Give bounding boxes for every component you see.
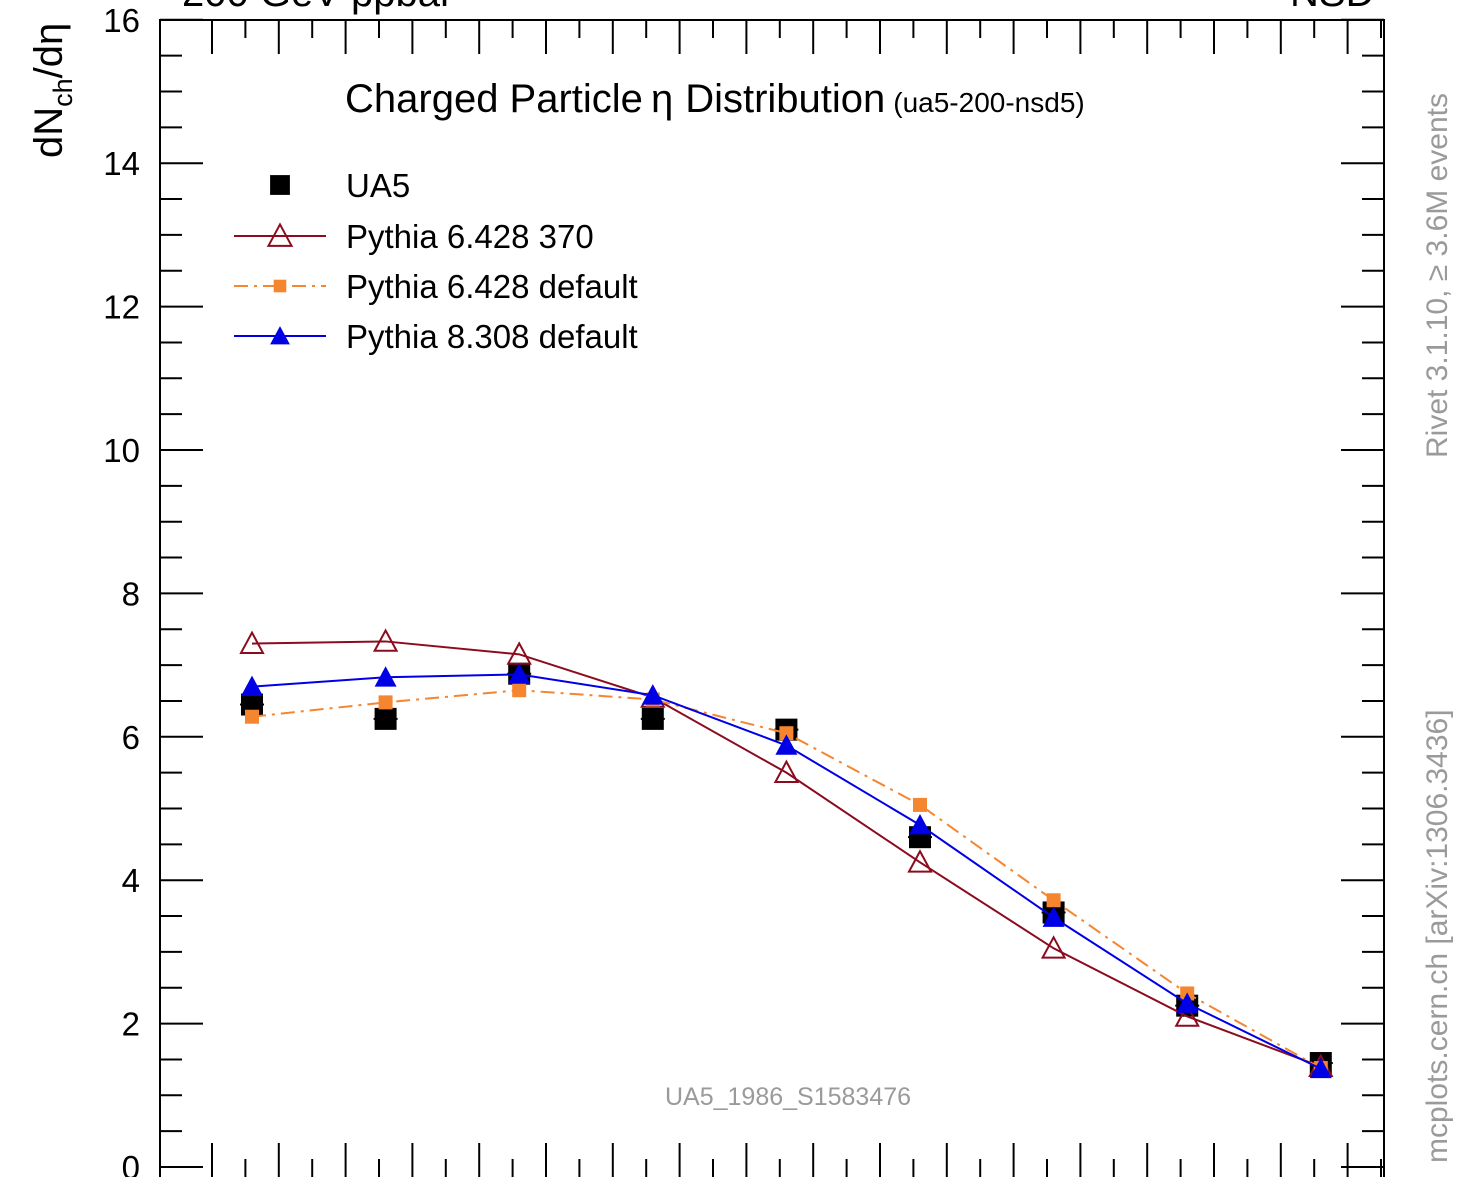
y-tick-labels: 0 2 4 6 8 10 12 14 16 xyxy=(103,2,140,1177)
marker-square-small xyxy=(378,695,393,710)
axis-ticks xyxy=(160,18,1384,1177)
analysis-watermark: UA5_1986_S1583476 xyxy=(665,1083,911,1111)
y-tick-label: 2 xyxy=(122,1006,140,1043)
marker-triangle xyxy=(270,326,290,345)
legend-item-0: UA5 xyxy=(270,167,410,204)
y-tick-label: 16 xyxy=(103,2,140,39)
marker-triangle-open xyxy=(1040,935,1067,959)
legend-label: Pythia 6.428 default xyxy=(346,268,638,305)
series-line xyxy=(251,689,1322,1069)
y-tick-label: 4 xyxy=(122,862,140,899)
top-left-label: 200 GeV ppbar xyxy=(182,0,453,15)
marker-square xyxy=(641,707,664,730)
marker-triangle xyxy=(1176,992,1199,1013)
legend-label: Pythia 8.308 default xyxy=(346,318,638,355)
marker-triangle xyxy=(508,663,531,684)
y-axis-label: dNch/dη xyxy=(27,23,78,158)
marker-square-small xyxy=(1046,893,1061,908)
series-group xyxy=(239,628,1334,1079)
svg-text:dNch/dη: dNch/dη xyxy=(27,23,78,158)
marker-triangle-open xyxy=(907,849,933,873)
y-tick-label: 10 xyxy=(103,432,140,469)
marker-triangle-open xyxy=(372,628,399,652)
y-tick-label: 6 xyxy=(122,719,140,756)
marker-square xyxy=(270,175,290,195)
plot-frame xyxy=(159,19,1385,1177)
marker-square xyxy=(374,707,397,730)
marker-triangle xyxy=(241,675,263,696)
marker-square-small xyxy=(273,279,287,293)
marker-square-small xyxy=(779,726,794,741)
marker-triangle xyxy=(1309,1057,1332,1079)
marker-square-small xyxy=(913,797,927,812)
marker-triangle xyxy=(775,734,798,755)
marker-triangle xyxy=(909,813,931,835)
series-0 xyxy=(240,662,1333,1075)
chart-title: Charged Particle η Distribution (ua5-200-ns… xyxy=(345,77,1085,121)
mcplots-credit-text: mcplots.cern.ch [arXiv:1306.3436] xyxy=(1421,709,1454,1163)
series-3 xyxy=(241,663,1332,1079)
marker-triangle-open xyxy=(266,222,294,247)
marker-square-small xyxy=(245,709,259,724)
marker-triangle xyxy=(1042,906,1065,927)
top-right-label: NSD xyxy=(1290,0,1374,15)
series-1 xyxy=(239,628,1334,1077)
y-tick-label: 8 xyxy=(122,575,140,612)
rivet-info-text: Rivet 3.1.10, ≥ 3.6M events xyxy=(1421,93,1454,458)
marker-triangle xyxy=(374,666,397,687)
legend-item-3: Pythia 8.308 default xyxy=(234,318,638,355)
y-tick-label: 0 xyxy=(122,1149,140,1177)
series-line xyxy=(251,640,1322,1068)
legend-item-1: Pythia 6.428 370 xyxy=(234,218,594,255)
y-tick-label: 14 xyxy=(103,145,140,182)
legend-item-2: Pythia 6.428 default xyxy=(234,268,638,305)
marker-triangle-open xyxy=(773,759,800,783)
legend: UA5 Pythia 6.428 370 Pythia 6.428 default P… xyxy=(234,167,638,355)
marker-square-small xyxy=(512,683,527,698)
marker-triangle-open xyxy=(1174,1003,1200,1027)
marker-triangle xyxy=(641,684,664,705)
legend-label: UA5 xyxy=(346,167,410,204)
y-tick-label: 12 xyxy=(103,289,140,326)
legend-label: Pythia 6.428 370 xyxy=(346,218,594,255)
marker-triangle-open xyxy=(239,630,265,654)
